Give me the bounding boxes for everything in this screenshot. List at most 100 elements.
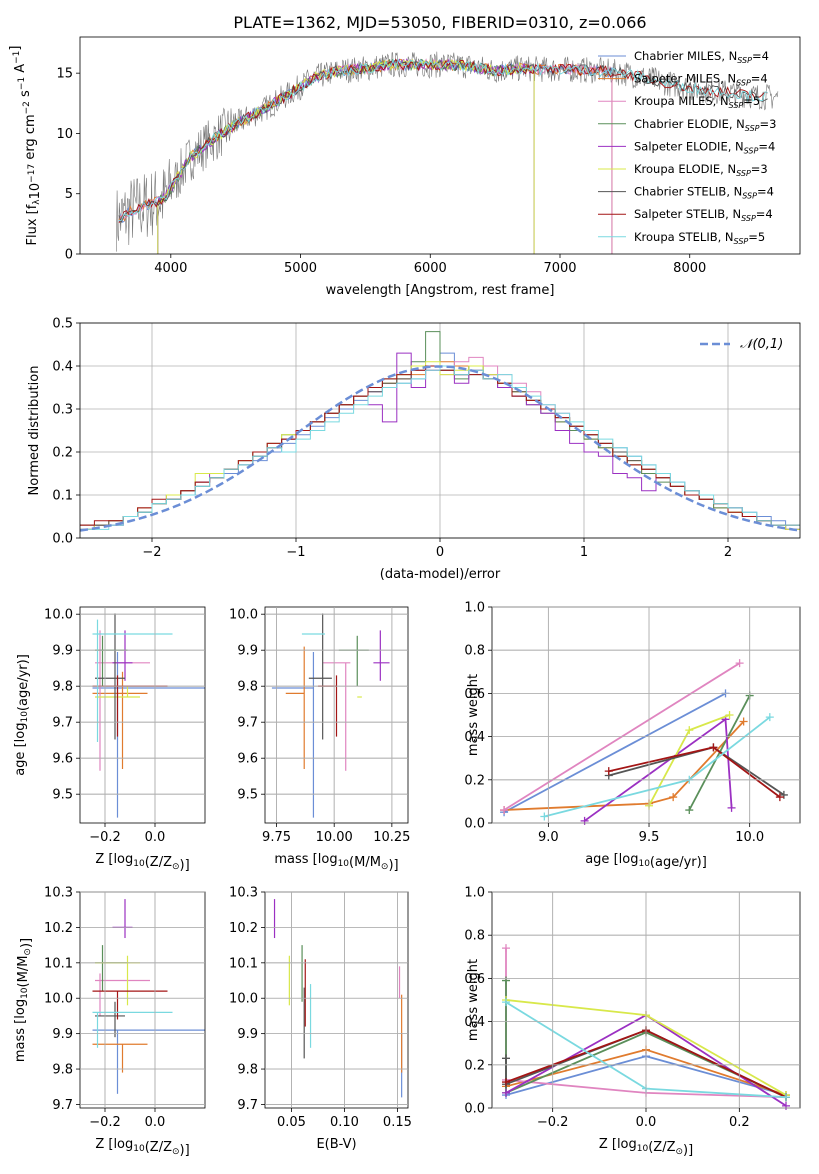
errorbar-point bbox=[92, 675, 168, 737]
y-axis-label: Flux [fλ10−17 erg cm−2 s−1 A−1] bbox=[8, 46, 43, 246]
y-axis-label: mass weight bbox=[466, 959, 481, 1041]
legend-entry: Kroupa MILES, NSSP=5 bbox=[634, 94, 760, 110]
x-axis-label: (data-model)/error bbox=[380, 567, 501, 582]
weight-marker bbox=[502, 1078, 510, 1087]
x-axis-label: age [log10(age/yr)] bbox=[585, 852, 707, 870]
errorbar-point bbox=[318, 675, 338, 737]
weight-line bbox=[608, 746, 781, 798]
x-axis-label: Z [log10(Z/Z⊙)] bbox=[95, 852, 189, 873]
weight-marker bbox=[725, 711, 734, 719]
y-tick-label: 9.6 bbox=[52, 752, 73, 767]
y-tick-label: 0.0 bbox=[464, 1102, 485, 1117]
y-tick-label: 9.5 bbox=[237, 788, 258, 803]
x-tick-label: −1 bbox=[286, 545, 305, 560]
x-tick-label: 10.00 bbox=[316, 830, 353, 845]
weight-marker bbox=[669, 793, 678, 802]
errorbar-point bbox=[308, 613, 332, 740]
legend-entry: Kroupa ELODIE, NSSP=3 bbox=[634, 162, 768, 178]
y-tick-label: 0.4 bbox=[464, 730, 485, 745]
legend-entry: Salpeter STELIB, NSSP=4 bbox=[634, 207, 773, 223]
y-tick-label: 10.3 bbox=[44, 886, 73, 901]
axes-frame bbox=[264, 606, 409, 824]
y-axis-label: Normed distribution bbox=[27, 366, 42, 496]
weight-line bbox=[503, 692, 726, 813]
y-tick-label: 1.0 bbox=[464, 601, 485, 616]
histogram-panel: −2 −1 0 1 2 0.0 0.1 0.2 0.3 0.4 0.5 (data-model)/er… bbox=[27, 317, 801, 582]
y-tick-label: 9.9 bbox=[237, 1027, 258, 1042]
errorbar-point bbox=[373, 630, 390, 681]
y-tick-label: 0.0 bbox=[52, 532, 73, 547]
y-axis-label: mass [log10(M/M⊙)] bbox=[13, 938, 34, 1062]
errorbar-panel-mass_vs_EBV: 0.05 0.10 0.15 9.7 9.8 9.9 10.0 10.1 10.2 10.3 E(B… bbox=[229, 886, 412, 1153]
y-tick-label: 0 bbox=[65, 248, 73, 263]
y-tick-label: 10.0 bbox=[44, 608, 73, 623]
x-tick-label: 0.15 bbox=[383, 1115, 412, 1130]
y-tick-label: 9.8 bbox=[52, 680, 73, 695]
weight-marker bbox=[500, 806, 509, 815]
y-tick-label: 9.7 bbox=[52, 1098, 73, 1113]
legend-entry: Kroupa STELIB, NSSP=5 bbox=[634, 230, 765, 246]
errorbar-panel-mass_vs_Z: −0.2 0.0 9.7 9.8 9.9 10.0 10.1 10.2 10.3 Z [log10… bbox=[13, 886, 206, 1158]
weight-marker bbox=[782, 1101, 790, 1110]
y-tick-label: 9.8 bbox=[237, 1063, 258, 1078]
normal-curve bbox=[80, 365, 800, 532]
errorbar-panel-age_vs_Z: −0.2 0.0 9.5 9.6 9.7 9.8 9.9 10.0 Z [log10(Z/Z⊙)… bbox=[13, 606, 206, 873]
figure-title: PLATE=1362, MJD=53050, FIBERID=0310, z=0… bbox=[233, 13, 646, 32]
errorbar-point bbox=[92, 1029, 205, 1094]
x-tick-label: 0.2 bbox=[729, 1115, 750, 1130]
y-tick-label: 10.3 bbox=[229, 886, 258, 901]
y-tick-label: 5 bbox=[65, 187, 73, 202]
x-tick-label: −2 bbox=[142, 545, 161, 560]
x-tick-label: −0.2 bbox=[89, 830, 121, 845]
x-tick-label: 9.75 bbox=[262, 830, 291, 845]
errorbar-point bbox=[322, 662, 351, 771]
x-tick-label: 1 bbox=[580, 545, 588, 560]
x-tick-label: −0.2 bbox=[537, 1115, 569, 1130]
weight-marker bbox=[765, 713, 774, 722]
y-tick-label: 0.3 bbox=[52, 403, 73, 418]
observed-spectrum bbox=[116, 51, 779, 252]
errorbar-point bbox=[95, 973, 150, 1016]
x-tick-label: 5000 bbox=[284, 261, 317, 276]
histogram-step bbox=[80, 365, 800, 530]
y-tick-label: 15 bbox=[56, 67, 73, 82]
model-fit-line bbox=[157, 59, 535, 254]
y-tick-label: 9.6 bbox=[237, 752, 258, 767]
y-tick-label: 1.0 bbox=[464, 886, 485, 901]
weight-marker bbox=[502, 976, 510, 985]
y-tick-label: 9.9 bbox=[52, 644, 73, 659]
x-tick-label: 6000 bbox=[414, 261, 447, 276]
weight-marker bbox=[739, 717, 748, 726]
errorbar-point bbox=[92, 1011, 173, 1048]
legend-entry: Chabrier STELIB, NSSP=4 bbox=[634, 185, 774, 201]
x-tick-label: 0.0 bbox=[636, 1115, 657, 1130]
y-tick-label: 0.2 bbox=[464, 1058, 485, 1073]
weight-marker bbox=[779, 790, 788, 799]
y-tick-label: 10.0 bbox=[44, 992, 73, 1007]
y-tick-label: 0.1 bbox=[52, 489, 73, 504]
y-tick-label: 0.2 bbox=[464, 773, 485, 788]
model-fit-line bbox=[157, 58, 535, 254]
weight-marker bbox=[735, 659, 744, 668]
errorbar-point bbox=[92, 619, 173, 742]
errorbar-point bbox=[285, 646, 305, 769]
errorbar-point bbox=[112, 630, 133, 681]
x-tick-label: −0.2 bbox=[89, 1115, 121, 1130]
weight-marker bbox=[502, 1088, 510, 1097]
y-tick-label: 10.0 bbox=[229, 608, 258, 623]
weight-marker bbox=[685, 726, 694, 735]
errorbar-point bbox=[92, 652, 205, 818]
x-tick-label: 0 bbox=[436, 545, 444, 560]
errorbar-point bbox=[92, 671, 148, 769]
model-fit-line bbox=[118, 58, 768, 222]
weight-marker bbox=[727, 803, 736, 812]
x-tick-label: 9.0 bbox=[538, 830, 559, 845]
errorbar-point bbox=[92, 1043, 148, 1073]
legend-entry: 𝒩(0,1) bbox=[740, 337, 783, 352]
x-tick-label: 7000 bbox=[543, 261, 576, 276]
y-tick-label: 9.7 bbox=[237, 716, 258, 731]
weight-marker bbox=[709, 743, 718, 752]
weight-marker bbox=[775, 793, 784, 802]
